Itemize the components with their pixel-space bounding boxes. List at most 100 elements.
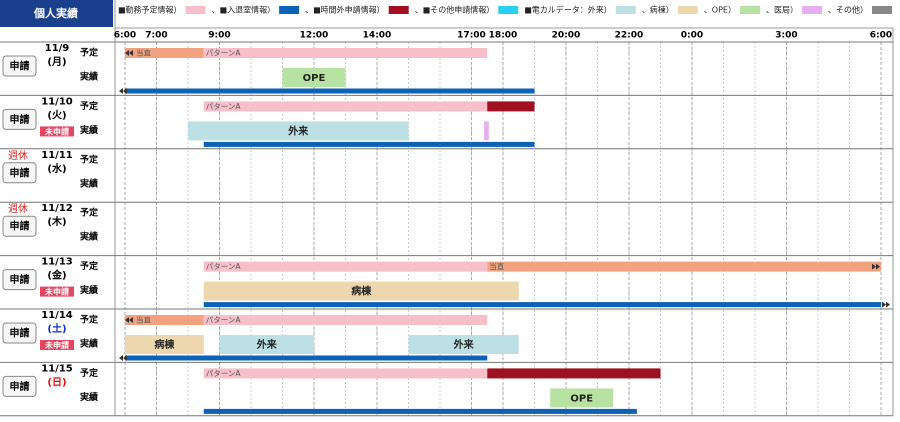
legend-text: ■電カルデータ：外来） [524,5,612,15]
presence-bar [203,408,637,414]
plan-label: 予定 [80,260,99,272]
date: 11/12 [41,203,73,214]
time-label: 9:00 [208,31,230,41]
plan-bar-label: 当直 [136,315,151,325]
actual-bar [188,121,409,141]
legend-swatch [872,6,892,14]
actual-bar-label: 病棟 [351,285,372,298]
continue-marker [876,263,880,270]
apply-button-label[interactable]: 申請 [10,380,30,393]
actual-bar-label: 病棟 [154,338,175,351]
plan-label: 予定 [80,47,99,59]
continue-marker [882,301,886,308]
apply-button-label[interactable]: 申請 [10,327,30,340]
plan-bar-label: パターンA [206,49,242,58]
apply-button[interactable] [2,55,37,77]
weekday: (木) [47,215,66,228]
plan-bar-label: パターンA [206,262,242,271]
apply-button[interactable] [2,215,37,237]
plan-bar [203,368,488,379]
apply-button-label[interactable]: 申請 [10,166,30,179]
continue-marker [129,317,133,323]
legend-text: 、OPE） [704,6,736,15]
apply-button[interactable] [2,269,37,291]
legend-text: ■勤務予定情報） [118,5,182,15]
continue-marker [123,88,127,94]
title: 個人実績 [33,6,78,20]
apply-button[interactable] [2,108,37,130]
plan-bar [125,48,204,58]
weekday: (日) [47,376,66,388]
actual-bar-label: 外来 [256,338,278,351]
continue-marker [125,50,129,56]
actual-bar [484,121,489,141]
actual-bar-label: 外来 [453,338,475,351]
actual-label: 実績 [80,284,98,296]
plan-bar-label: パターンA [206,102,242,111]
plan-bar-label: 当直 [136,48,151,58]
presence-bar [203,141,535,147]
apply-button[interactable] [2,375,37,397]
actual-label: 実績 [80,391,98,403]
plan-label: 予定 [80,314,99,326]
legend-swatch [185,6,206,14]
apply-button-label[interactable]: 申請 [10,220,30,233]
time-label: 17:00 [457,31,486,41]
weekday: (火) [47,109,66,121]
apply-button[interactable] [2,162,37,184]
date: 11/9 [45,43,70,54]
apply-button-label[interactable]: 申請 [10,60,30,73]
status-tag-text: 未申請 [44,340,69,350]
presence-bar [125,88,535,94]
legend-text: 、■時間外申請情報） [305,5,385,15]
time-label: 18:00 [489,31,518,41]
date: 11/13 [41,257,73,268]
continue-marker [125,317,129,323]
apply-button[interactable] [2,322,37,344]
plan-bar-label: 当直 [489,261,504,271]
actual-label: 実績 [80,177,98,189]
time-label: 20:00 [552,31,581,41]
actual-bar [125,335,204,354]
date: 11/11 [41,150,73,161]
legend-text: 、■入退室情報） [212,5,276,15]
weekday: (水) [47,162,66,175]
status-tag [40,286,74,297]
date: 11/14 [41,310,73,321]
legend-swatch [615,6,636,14]
plan-bar [203,261,488,272]
actual-bar-label: OPE [303,73,326,84]
title-box [0,0,113,27]
continue-marker [119,88,123,94]
legend-swatch [279,6,300,14]
apply-button-label[interactable]: 申請 [10,113,30,126]
actual-bar [550,388,614,408]
legend-swatch [740,6,760,14]
actual-bar-label: 外来 [287,124,309,137]
legend-swatch [388,6,409,14]
actual-label: 実績 [80,231,98,243]
continue-marker [123,355,127,361]
holiday-label: 週休 [8,150,28,162]
presence-bar [125,355,488,361]
status-tag-text: 未申請 [44,126,69,136]
legend-swatch [802,6,822,14]
actual-bar [219,335,314,354]
time-label: 0:00 [681,31,703,41]
continue-marker [886,301,890,308]
plan-bar [203,101,488,112]
weekday: (土) [47,322,66,335]
legend-text: 、病棟） [642,5,674,15]
actual-bar [203,281,519,301]
plan-label: 予定 [80,100,99,112]
presence-bar [203,302,881,308]
plan-bar [487,261,881,272]
actual-label: 実績 [80,338,98,350]
legend-text: 、医局） [766,6,798,15]
continue-marker [119,355,123,361]
status-tag-text: 未申請 [44,287,69,297]
time-label: 6:00 [870,31,892,41]
plan-bar-label: パターンA [206,316,242,325]
apply-button-label[interactable]: 申請 [10,273,30,286]
